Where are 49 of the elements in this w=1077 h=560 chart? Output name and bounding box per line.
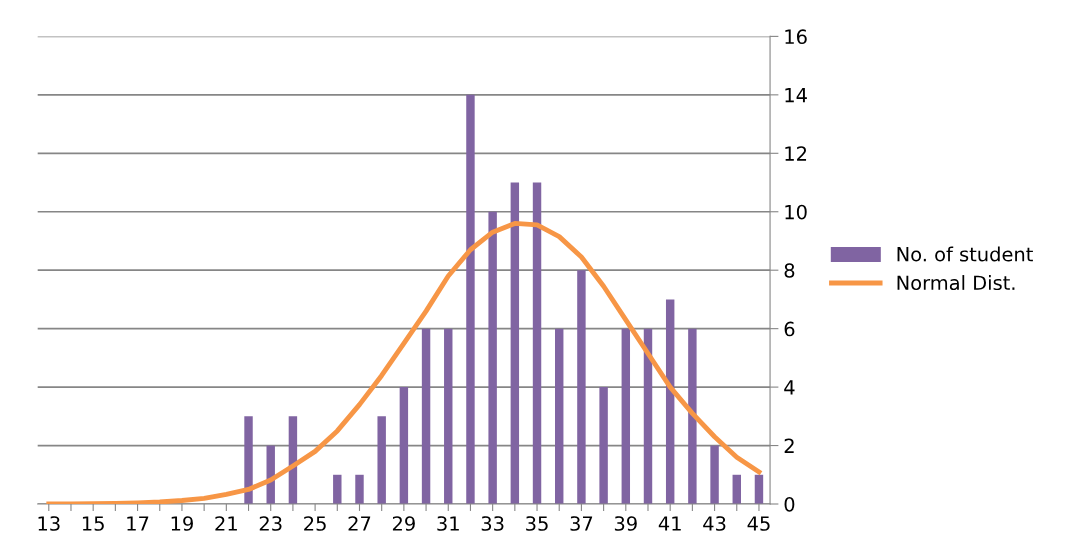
- bar: [754, 474, 764, 504]
- y-tick-label: 0: [784, 496, 795, 512]
- y-tick-label: 16: [785, 29, 807, 45]
- x-tick-label: 21: [215, 516, 237, 531]
- bar: [377, 416, 386, 504]
- bar: [355, 474, 364, 504]
- x-tick-label: 15: [82, 516, 104, 531]
- x-tick-label: 33: [481, 516, 504, 531]
- x-tick-label: 43: [703, 516, 726, 531]
- y-tick-label: 6: [784, 321, 795, 337]
- y-tick-label: 2: [784, 438, 794, 453]
- bar: [244, 416, 253, 504]
- x-tick-label: 29: [392, 516, 415, 531]
- x-tick-label: 13: [38, 516, 60, 531]
- bar: [665, 299, 675, 504]
- bar: [399, 387, 409, 504]
- x-tick-label: 35: [526, 516, 548, 531]
- bar: [444, 328, 453, 504]
- bar: [466, 94, 475, 504]
- bar: [488, 211, 497, 504]
- x-tick-label: 41: [658, 516, 681, 531]
- bar: [555, 328, 564, 504]
- legend-label: Normal Dist.: [897, 275, 1015, 291]
- bar: [577, 270, 586, 504]
- x-tick-label: 45: [747, 516, 770, 531]
- y-tick-label: 8: [784, 263, 795, 278]
- bar: [688, 328, 697, 504]
- bar: [532, 182, 542, 504]
- x-tick-label: 19: [171, 516, 193, 531]
- legend-label: No. of student: [897, 246, 1033, 262]
- y-tick-label: 14: [785, 88, 807, 103]
- x-tick-label: 39: [614, 516, 637, 531]
- bar: [421, 328, 431, 504]
- bar: [333, 474, 342, 504]
- bar: [599, 387, 608, 504]
- y-tick-label: 10: [785, 204, 807, 220]
- x-tick-label: 23: [259, 516, 282, 531]
- bar: [621, 328, 631, 504]
- x-tick-label: 17: [127, 516, 149, 531]
- y-tick-label: 4: [784, 380, 795, 395]
- line-series: [46, 221, 762, 504]
- x-tick-label: 37: [570, 516, 593, 531]
- y-tick-label: 12: [785, 146, 807, 161]
- x-tick-label: 25: [304, 516, 326, 531]
- x-tick-label: 31: [437, 516, 459, 531]
- bar: [732, 474, 741, 504]
- x-tick-label: 27: [348, 516, 371, 531]
- bar: [710, 445, 719, 504]
- bar: [510, 182, 520, 504]
